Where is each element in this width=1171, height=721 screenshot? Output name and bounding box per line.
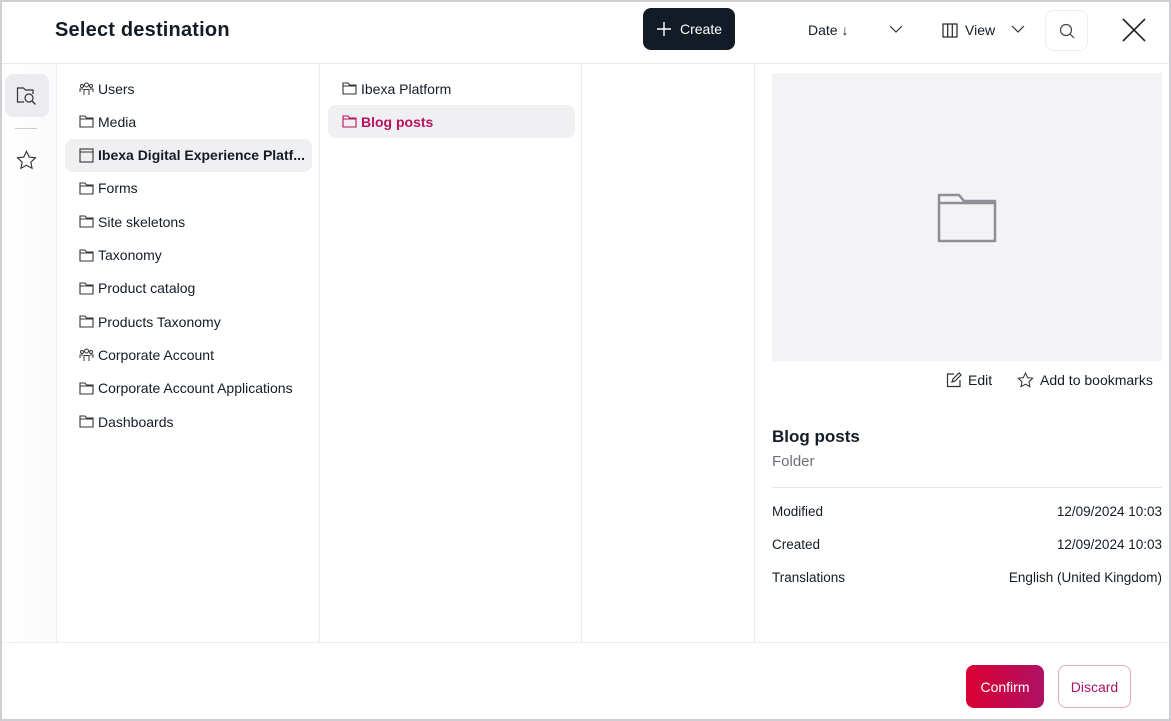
detail-row-created: Created 12/09/2024 10:03: [772, 537, 1162, 552]
sort-dropdown[interactable]: Date ↓: [808, 22, 849, 38]
tree-item[interactable]: Product catalog: [65, 272, 312, 305]
tree-item[interactable]: Media: [65, 105, 312, 138]
tree-item[interactable]: Corporate Account: [65, 338, 312, 371]
folder-icon: [79, 382, 94, 395]
rail-divider: [15, 128, 37, 129]
tree-item-label: Blog posts: [361, 113, 434, 130]
users-icon: [79, 81, 94, 96]
tree-item-label: Forms: [98, 180, 138, 197]
detail-label: Created: [772, 537, 821, 552]
browse-button[interactable]: [5, 74, 49, 117]
tree-item-label: Products Taxonomy: [98, 313, 221, 330]
tree-item[interactable]: Corporate Account Applications: [65, 372, 312, 405]
dialog-footer: Confirm Discard: [2, 642, 1169, 721]
search-button[interactable]: [1045, 10, 1088, 51]
tree-item[interactable]: Dashboards: [65, 405, 312, 438]
detail-row-translations: Translations English (United Kingdom): [772, 570, 1162, 585]
detail-value: 12/09/2024 10:03: [1056, 504, 1162, 519]
folder-icon: [79, 182, 94, 195]
view-label: View: [965, 22, 996, 38]
item-type: Folder: [772, 453, 815, 470]
folder-icon: [79, 248, 94, 262]
create-label: Create: [679, 21, 723, 37]
star-icon: [1017, 372, 1034, 388]
close-icon[interactable]: [1122, 18, 1146, 42]
folder-icon: [342, 115, 357, 128]
tree-item-label: Product catalog: [98, 280, 196, 297]
tree-item-label: Ibexa Platform: [361, 80, 452, 97]
column-3: [582, 64, 755, 642]
divider: [772, 487, 1162, 488]
tree-item[interactable]: Forms: [65, 172, 312, 205]
create-button[interactable]: Create: [643, 8, 735, 50]
folder-icon: [79, 115, 94, 128]
page-title: Select destination: [55, 19, 230, 41]
edit-button[interactable]: Edit: [946, 372, 992, 388]
chevron-down-icon[interactable]: [889, 24, 903, 34]
folder-icon: [79, 215, 94, 228]
column-1: Users Media Ibexa Digital Experience Platf…: [57, 64, 320, 642]
discard-button[interactable]: Discard: [1058, 665, 1131, 708]
side-rail: [2, 64, 57, 642]
page-icon: [79, 148, 94, 163]
plus-icon: [656, 22, 671, 36]
tree-item-label: Ibexa Digital Experience Platf...: [98, 147, 305, 164]
confirm-button[interactable]: Confirm: [966, 665, 1044, 708]
tree-item[interactable]: Ibexa Digital Experience Platf...: [65, 138, 312, 172]
folder-icon: [342, 82, 357, 95]
tree-item[interactable]: Blog posts: [328, 105, 575, 139]
tree-item-label: Taxonomy: [98, 247, 162, 263]
tree-item[interactable]: Site skeletons: [65, 205, 312, 238]
detail-label: Translations: [772, 570, 846, 585]
dialog-header: Select destination Create Date ↓ View: [2, 2, 1169, 64]
columns-icon: [942, 22, 958, 38]
search-icon: [1059, 23, 1074, 38]
tree-item[interactable]: Users: [65, 72, 312, 105]
view-dropdown[interactable]: View: [942, 22, 995, 38]
folder-icon: [79, 282, 94, 295]
tree-item-label: Media: [98, 113, 137, 130]
preview-thumbnail: [772, 73, 1162, 361]
folder-icon: [79, 315, 94, 328]
browse-icon: [16, 86, 36, 105]
detail-row-modified: Modified 12/09/2024 10:03: [772, 504, 1162, 519]
column-2: Ibexa Platform Blog posts: [320, 64, 582, 642]
chevron-down-icon[interactable]: [1011, 24, 1025, 34]
detail-label: Modified: [772, 504, 824, 519]
item-name: Blog posts: [772, 427, 860, 446]
tree-item-label: Corporate Account: [98, 346, 214, 363]
folder-icon: [79, 415, 94, 428]
users-icon: [79, 347, 94, 362]
tree-item-label: Dashboards: [98, 413, 174, 430]
tree-item[interactable]: Products Taxonomy: [65, 305, 312, 338]
folder-icon: [937, 193, 997, 243]
star-icon[interactable]: [16, 150, 37, 170]
bookmark-label: Add to bookmarks: [1040, 372, 1153, 388]
tree-item-label: Corporate Account Applications: [98, 380, 293, 397]
tree-item[interactable]: Taxonomy: [65, 239, 312, 272]
tree-item-label: Site skeletons: [98, 213, 186, 230]
tree-item[interactable]: Ibexa Platform: [328, 72, 575, 105]
tree-item-label: Users: [98, 80, 135, 97]
edit-icon: [946, 372, 962, 388]
detail-value: English (United Kingdom): [1008, 570, 1162, 585]
detail-value: 12/09/2024 10:03: [1056, 537, 1162, 552]
edit-label: Edit: [968, 372, 993, 388]
add-to-bookmarks-button[interactable]: Add to bookmarks: [1017, 372, 1153, 388]
